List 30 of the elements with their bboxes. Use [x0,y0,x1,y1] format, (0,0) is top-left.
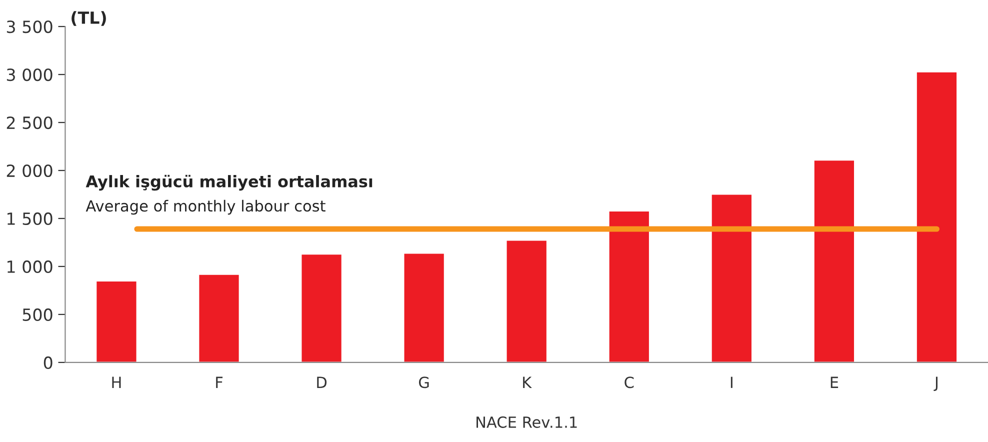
y-tick-label: 500 [22,308,52,322]
y-tick-label: 3 000 [6,68,52,82]
y-tick-label: 1 000 [8,260,52,274]
y-tick-label: 3 500 [6,20,52,34]
bar [710,193,753,362]
bar [813,159,856,362]
bar [402,252,446,362]
x-axis-title: NACE Rev.1.1 [476,416,577,428]
bar [916,70,958,362]
bar [95,280,138,362]
x-tick-label: G [419,376,429,388]
y-tick-label: 0 [44,356,52,370]
x-tick-label: E [830,376,838,388]
bar [300,253,343,362]
y-tick-label: 2 000 [6,164,52,178]
x-tick-label: J [934,376,938,391]
y-tick-label: 1 500 [8,212,52,226]
x-tick-label: F [216,376,223,388]
y-tick-label: 2 500 [6,116,52,130]
ref-line-label: Aylık işgücü maliyeti ortalaması [86,174,372,191]
bar [505,239,548,362]
x-tick-label: C [624,376,634,388]
x-tick-label: K [523,376,532,388]
x-tick-label: D [317,376,327,388]
bar [198,273,240,362]
bar [608,210,650,362]
y-axis-title: (TL) [72,11,106,26]
x-tick-label: H [112,376,121,388]
x-tick-label: I [730,376,732,388]
annotation: Average of monthly labour cost [86,200,326,215]
